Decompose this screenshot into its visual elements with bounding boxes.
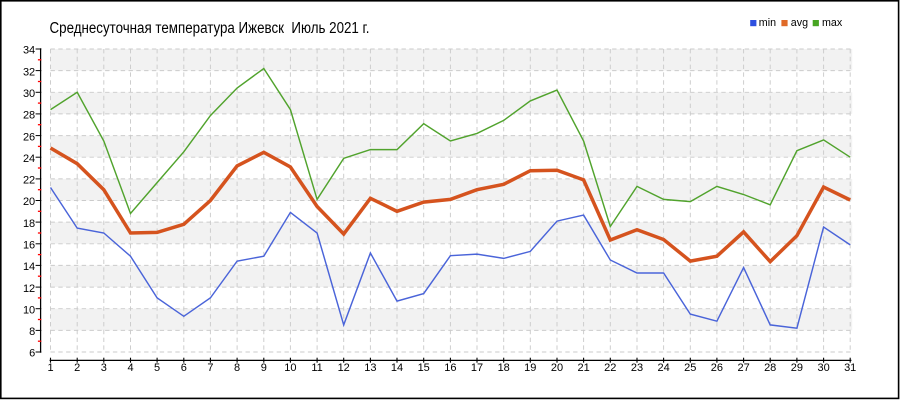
svg-text:16: 16 [444, 362, 456, 374]
svg-text:20: 20 [23, 196, 35, 208]
svg-text:6: 6 [181, 362, 187, 374]
svg-text:23: 23 [631, 362, 643, 374]
svg-text:25: 25 [684, 362, 696, 374]
svg-text:5: 5 [154, 362, 160, 374]
svg-text:31: 31 [844, 362, 856, 374]
svg-text:24: 24 [657, 362, 669, 374]
svg-text:22: 22 [23, 175, 35, 187]
svg-text:9: 9 [261, 362, 267, 374]
svg-text:27: 27 [737, 362, 749, 374]
svg-text:26: 26 [711, 362, 723, 374]
svg-text:26: 26 [23, 131, 35, 143]
svg-text:30: 30 [23, 88, 35, 100]
svg-text:8: 8 [234, 362, 240, 374]
svg-text:4: 4 [127, 362, 133, 374]
svg-text:32: 32 [23, 66, 35, 78]
svg-text:18: 18 [23, 218, 35, 230]
svg-text:min: min [759, 17, 776, 29]
svg-text:13: 13 [364, 362, 376, 374]
svg-text:18: 18 [498, 362, 510, 374]
svg-text:1: 1 [47, 362, 53, 374]
svg-text:34: 34 [23, 45, 35, 57]
svg-text:28: 28 [23, 110, 35, 122]
svg-text:6: 6 [29, 348, 35, 360]
svg-text:14: 14 [391, 362, 403, 374]
svg-text:12: 12 [338, 362, 350, 374]
svg-text:15: 15 [418, 362, 430, 374]
svg-text:16: 16 [23, 240, 35, 252]
svg-text:2: 2 [74, 362, 80, 374]
svg-text:20: 20 [551, 362, 563, 374]
svg-text:10: 10 [23, 304, 35, 316]
svg-text:10: 10 [284, 362, 296, 374]
svg-text:21: 21 [577, 362, 589, 374]
svg-text:11: 11 [311, 362, 322, 374]
svg-text:24: 24 [23, 153, 35, 165]
svg-text:max: max [822, 17, 843, 29]
svg-text:22: 22 [604, 362, 616, 374]
svg-text:8: 8 [29, 326, 35, 338]
svg-text:29: 29 [791, 362, 803, 374]
svg-text:28: 28 [764, 362, 776, 374]
svg-text:avg: avg [791, 17, 808, 29]
svg-text:19: 19 [524, 362, 536, 374]
svg-text:3: 3 [101, 362, 107, 374]
svg-text:17: 17 [471, 362, 483, 374]
svg-text:7: 7 [207, 362, 213, 374]
svg-text:14: 14 [23, 261, 35, 273]
svg-text:30: 30 [817, 362, 829, 374]
svg-text:Среднесуточная температура Иже: Среднесуточная температура Ижевск Июль 2… [50, 20, 370, 37]
svg-text:12: 12 [23, 283, 35, 295]
